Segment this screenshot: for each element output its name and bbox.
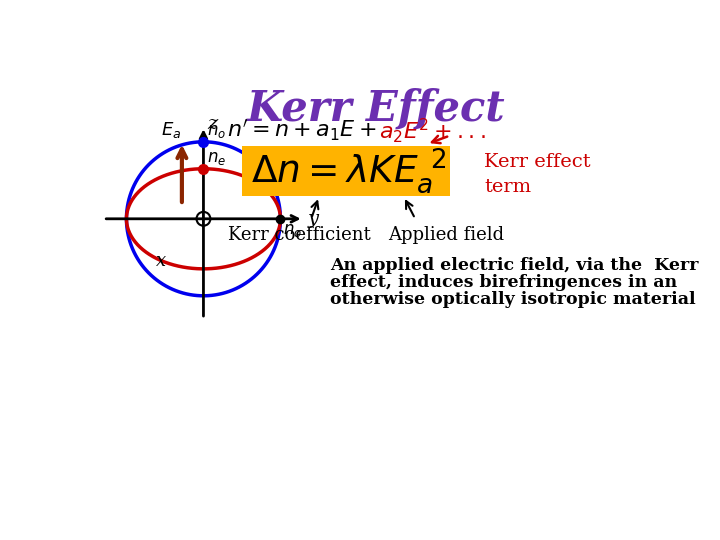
Text: $n^{\prime}= n + a_1E + $: $n^{\prime}= n + a_1E + $ [228,118,377,143]
Text: $n_e$: $n_e$ [207,150,225,167]
Text: Kerr Effect: Kerr Effect [248,88,506,130]
Text: otherwise optically isotropic material: otherwise optically isotropic material [330,291,696,308]
Text: y: y [307,210,318,228]
Text: $E_a$: $E_a$ [161,120,181,140]
Text: $n_o$: $n_o$ [283,222,302,239]
Text: $\Delta n = \lambda K E_a^{\;\,2}$: $\Delta n = \lambda K E_a^{\;\,2}$ [251,146,447,195]
Text: $a_2E^2 + ...$: $a_2E^2 + ...$ [379,116,486,145]
Text: $n_o$: $n_o$ [207,123,225,140]
Text: Applied field: Applied field [388,226,504,245]
Text: Kerr effect
term: Kerr effect term [485,153,591,195]
Text: z: z [207,115,217,133]
Text: x: x [156,252,166,270]
Text: effect, induces birefringences in an: effect, induces birefringences in an [330,274,678,291]
Text: An applied electric field, via the  Kerr: An applied electric field, via the Kerr [330,257,699,274]
FancyBboxPatch shape [242,146,450,195]
Text: Kerr coefficient: Kerr coefficient [228,226,371,245]
